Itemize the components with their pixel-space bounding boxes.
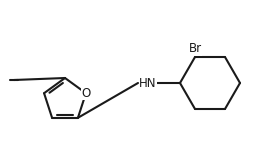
Text: Br: Br: [188, 42, 202, 55]
Text: O: O: [81, 87, 90, 100]
Text: HN: HN: [139, 77, 157, 90]
